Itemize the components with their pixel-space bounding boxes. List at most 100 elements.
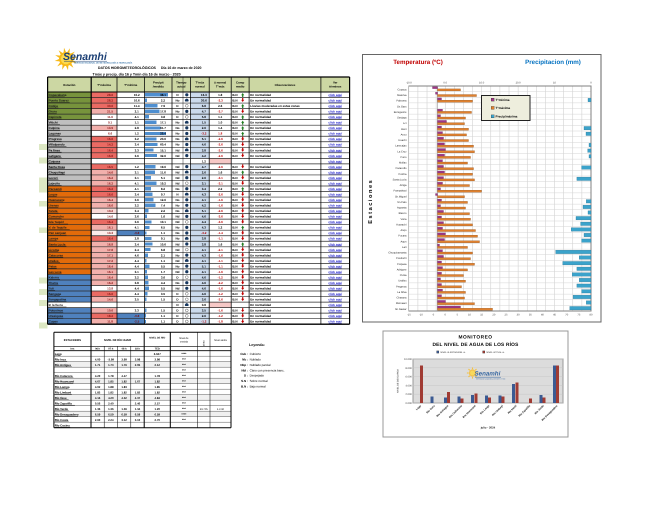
svg-text:Río Antigua: Río Antigua (55, 363, 72, 367)
svg-text:click aquí: click aquí (328, 292, 342, 296)
svg-text:1.2: 1.2 (135, 165, 140, 169)
svg-text:-3.1: -3.1 (218, 176, 224, 180)
svg-text:10: 10 (468, 314, 471, 317)
svg-text:click aquí: click aquí (328, 132, 342, 136)
svg-text:hrs: hrs (71, 348, 76, 351)
svg-text:2.1: 2.1 (161, 253, 166, 257)
svg-text:***: *** (182, 407, 186, 411)
svg-text:En normalidad: En normalidad (250, 298, 271, 302)
svg-text:-1.6: -1.6 (218, 204, 224, 208)
svg-text:ESTACIONES: ESTACIONES (64, 339, 81, 342)
svg-text:16.6: 16.6 (107, 292, 113, 296)
svg-text:29.4: 29.4 (160, 132, 166, 136)
svg-text:Vitichi: Vitichi (49, 121, 58, 125)
svg-text:16.2: 16.2 (107, 281, 113, 285)
svg-text:T°máx: T°máx (216, 85, 225, 89)
svg-text:1.1: 1.1 (161, 320, 166, 324)
svg-text:click aquí: click aquí (328, 242, 342, 246)
svg-text:Precipit: Precipit (153, 81, 164, 85)
svg-text:Colcha: Colcha (398, 173, 407, 176)
svg-text:Río Ilave: Río Ilave (55, 396, 67, 400)
svg-text:Nd: Nd (176, 165, 180, 169)
svg-text:B.N: B.N (232, 93, 237, 97)
svg-text:D :: D : (244, 374, 248, 378)
svg-text:-1.6: -1.6 (218, 270, 224, 274)
svg-text:4.2: 4.2 (202, 204, 207, 208)
svg-text:0: 0 (590, 82, 592, 85)
svg-text:3.8: 3.8 (202, 148, 207, 152)
svg-text:click aquí: click aquí (328, 226, 342, 230)
svg-text:-2.6: -2.6 (218, 137, 224, 141)
svg-text:6.59: 6.59 (135, 412, 141, 416)
svg-text:18 h: 18 h (135, 348, 140, 351)
svg-text:B.N: B.N (232, 165, 237, 169)
svg-text:40: 40 (541, 314, 544, 317)
svg-text:***: *** (182, 418, 186, 422)
svg-text:2.57: 2.57 (155, 401, 161, 405)
svg-text:4.1: 4.1 (202, 259, 207, 263)
svg-text:-1.2: -1.2 (218, 275, 224, 279)
svg-text:N: N (176, 192, 178, 196)
svg-text:***: *** (182, 396, 186, 400)
svg-text:Nd: Nd (176, 154, 180, 158)
svg-text:15.1: 15.1 (160, 148, 166, 152)
svg-text:1.82: 1.82 (95, 390, 101, 394)
svg-text:-2.6: -2.6 (218, 298, 224, 302)
svg-text:Adrigore: Adrigore (397, 268, 407, 271)
svg-text:Nd: Nd (176, 259, 180, 263)
svg-text:-1.2: -1.2 (218, 314, 224, 318)
svg-text:6.59: 6.59 (95, 412, 101, 416)
svg-text:Lecori: Lecori (49, 176, 58, 180)
svg-text:17.8: 17.8 (107, 248, 113, 252)
svg-text:crecida: crecida (180, 340, 189, 343)
svg-text:Lago: Lago (55, 352, 62, 356)
svg-text:En normalidad: En normalidad (250, 99, 271, 103)
svg-text:E s t a c i o n e s: E s t a c i o n e s (367, 180, 374, 224)
svg-text:16.5: 16.5 (107, 165, 113, 169)
svg-text:Nublado parcial: Nublado parcial (250, 363, 271, 367)
svg-text:Chuquisamanta: Chuquisamanta (388, 252, 407, 255)
svg-text:1.36: 1.36 (121, 407, 127, 411)
svg-text:D: D (176, 115, 179, 119)
svg-text:7.9: 7.9 (161, 104, 166, 108)
svg-text:***: *** (182, 401, 186, 405)
svg-text:4.4: 4.4 (135, 292, 140, 296)
svg-text:Río Nanti: Río Nanti (507, 404, 517, 414)
svg-text:28.6: 28.6 (107, 93, 113, 97)
svg-text:Chuquiñapi: Chuquiñapi (49, 170, 66, 174)
svg-text:click aquí: click aquí (328, 314, 342, 318)
svg-text:Anzu: Anzu (401, 133, 407, 136)
svg-text:Senamhi: Senamhi (63, 51, 108, 63)
svg-text:4.6: 4.6 (202, 292, 207, 296)
svg-text:click aquí: click aquí (328, 137, 342, 141)
svg-text:B.N: B.N (232, 275, 237, 279)
svg-text:-2.6: -2.6 (218, 154, 224, 158)
svg-text:2.8: 2.8 (135, 126, 140, 130)
svg-text:10.2: 10.2 (134, 93, 140, 97)
svg-text:1.82: 1.82 (155, 379, 161, 383)
svg-text:4.6: 4.6 (202, 281, 207, 285)
svg-text:click aquí: click aquí (328, 248, 342, 252)
svg-text:07 h: 07 h (108, 348, 113, 351)
svg-text:En normalidad: En normalidad (250, 209, 271, 213)
svg-text:1.78: 1.78 (155, 374, 161, 378)
svg-text:-1.6: -1.6 (218, 198, 224, 202)
svg-text:1.1: 1.1 (161, 314, 166, 318)
svg-text:-3.1: -3.1 (218, 181, 224, 185)
svg-text:3.6: 3.6 (135, 220, 140, 224)
svg-text:-3.99: -3.99 (108, 357, 115, 361)
svg-text:3.99: 3.99 (121, 357, 127, 361)
svg-text:16.6: 16.6 (107, 192, 113, 196)
svg-text:En normalidad: En normalidad (250, 126, 271, 130)
svg-text:Lago: Lago (416, 404, 423, 411)
svg-text:-2.1: -2.1 (218, 248, 224, 252)
svg-text:3.8: 3.8 (202, 237, 207, 241)
svg-text:-0.8: -0.8 (134, 314, 140, 318)
svg-text:NIVEL DE DESCARGA: NIVEL DE DESCARGA (397, 369, 400, 393)
svg-text:En normalidad: En normalidad (250, 264, 271, 268)
svg-text:B.N: B.N (232, 231, 237, 235)
svg-text:Aypanta: Aypanta (397, 207, 407, 210)
svg-text:***: *** (182, 363, 186, 367)
svg-text:B.N: B.N (232, 286, 237, 290)
svg-text:16.1: 16.1 (107, 270, 113, 274)
